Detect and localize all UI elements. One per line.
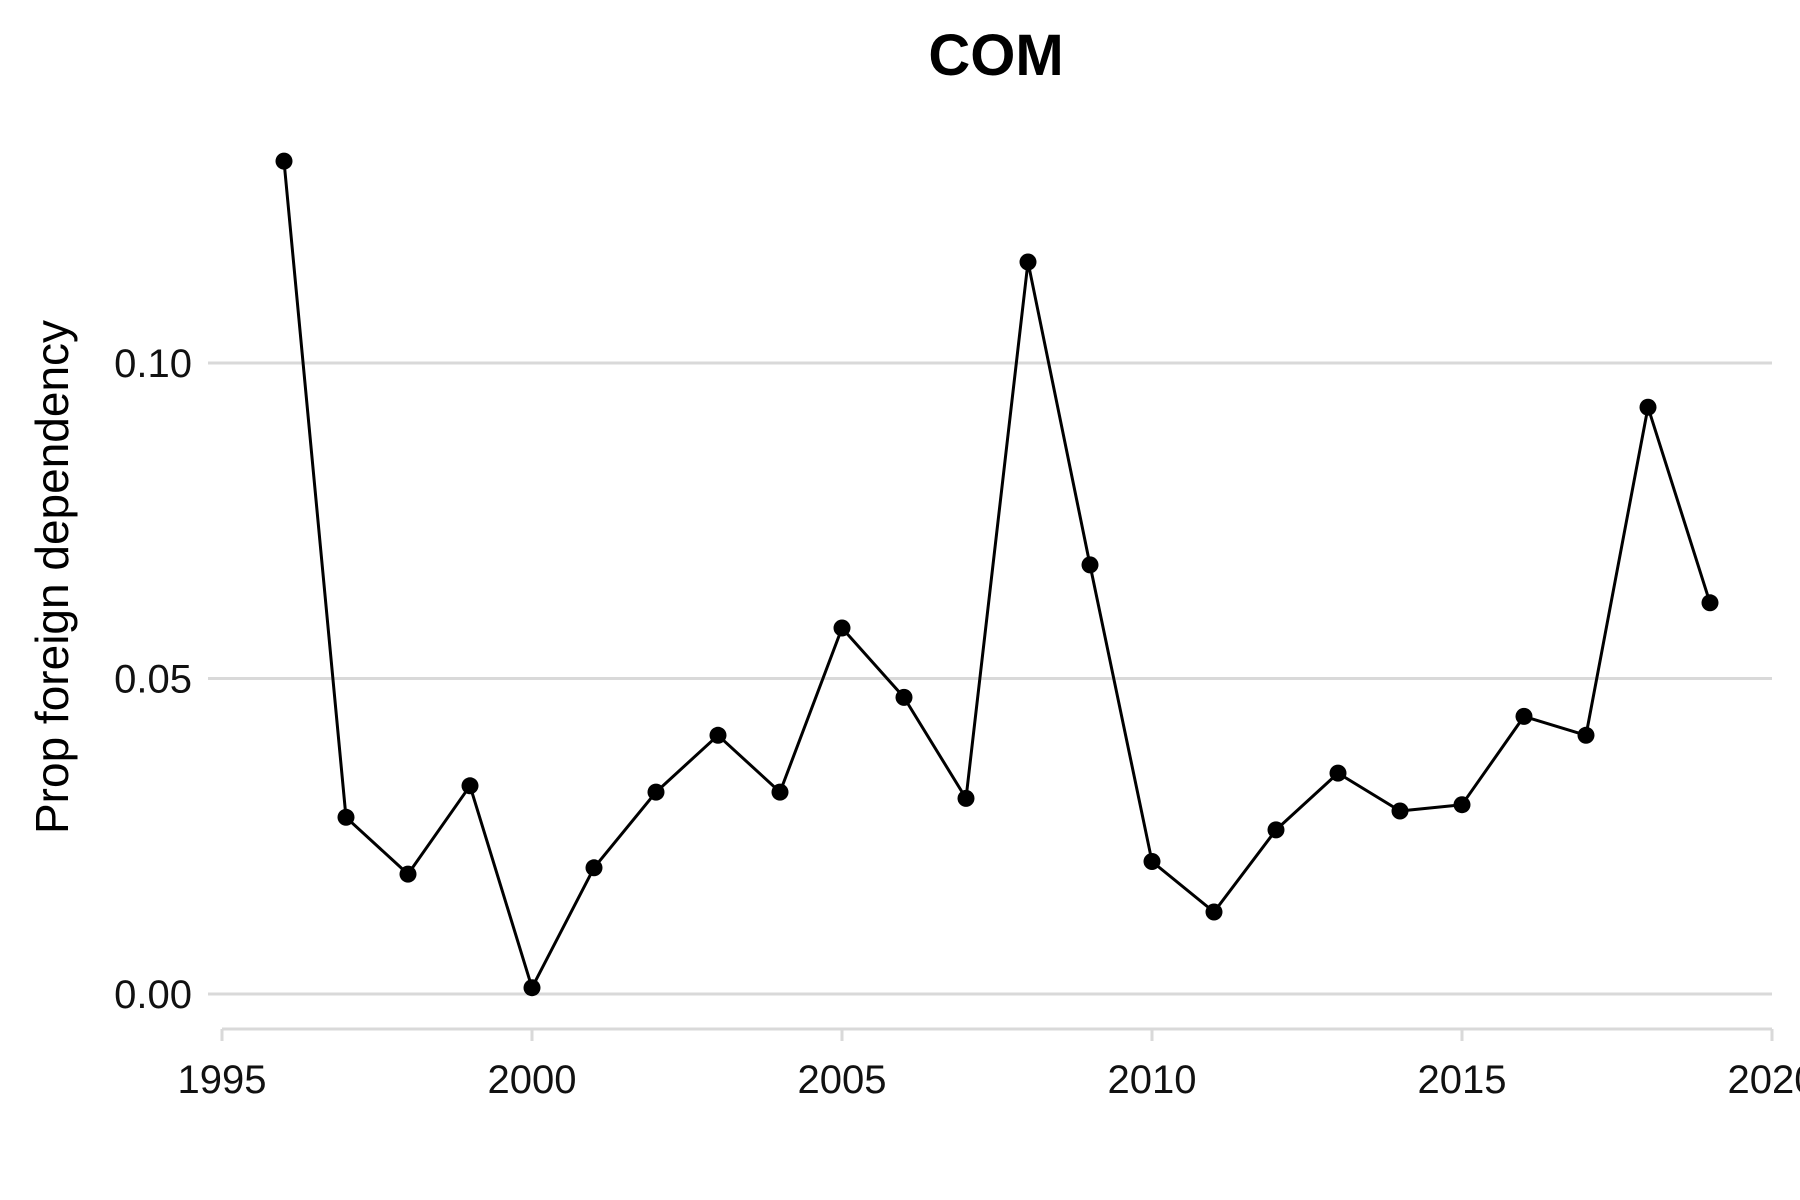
data-point-1999 — [461, 777, 479, 795]
x-tick-label: 2000 — [488, 1058, 577, 1102]
series-line — [282, 160, 1712, 990]
x-tick-label: 2015 — [1418, 1058, 1507, 1102]
data-point-2016 — [1515, 707, 1533, 725]
data-point-2004 — [771, 783, 789, 801]
data-point-2014 — [1391, 802, 1409, 820]
data-point-2003 — [709, 726, 727, 744]
y-tick-label: 0.00 — [114, 973, 192, 1017]
data-point-2015 — [1453, 796, 1471, 814]
y-tick-label: 0.05 — [114, 658, 192, 702]
data-point-1996 — [275, 152, 293, 170]
x-tick-label: 1995 — [178, 1058, 267, 1102]
x-tick-label: 2005 — [798, 1058, 887, 1102]
data-point-2006 — [895, 688, 913, 706]
data-point-2010 — [1143, 853, 1161, 870]
y-tick-label: 0.10 — [114, 342, 192, 386]
series-group — [275, 152, 1719, 997]
data-point-2017 — [1577, 726, 1595, 744]
data-point-2005 — [833, 619, 851, 637]
data-point-2013 — [1329, 764, 1347, 782]
data-point-2007 — [957, 789, 975, 807]
data-point-1998 — [399, 865, 417, 883]
x-tick-label: 2010 — [1108, 1058, 1197, 1102]
data-point-2018 — [1639, 398, 1657, 416]
gridlines — [208, 361, 1772, 996]
data-point-2011 — [1205, 903, 1223, 921]
data-point-2001 — [585, 859, 603, 877]
y-axis-ticks: 0.00 0.05 0.10 — [114, 342, 192, 1017]
data-point-2009 — [1081, 556, 1099, 574]
data-point-1997 — [337, 808, 355, 826]
chart-title: COM — [928, 23, 1063, 88]
data-point-2019 — [1701, 594, 1719, 612]
data-point-2002 — [647, 783, 665, 801]
data-point-2000 — [523, 979, 541, 997]
data-point-2012 — [1267, 821, 1285, 839]
data-point-2008 — [1019, 253, 1037, 271]
y-axis-label: Prop foreign dependency — [26, 320, 78, 834]
